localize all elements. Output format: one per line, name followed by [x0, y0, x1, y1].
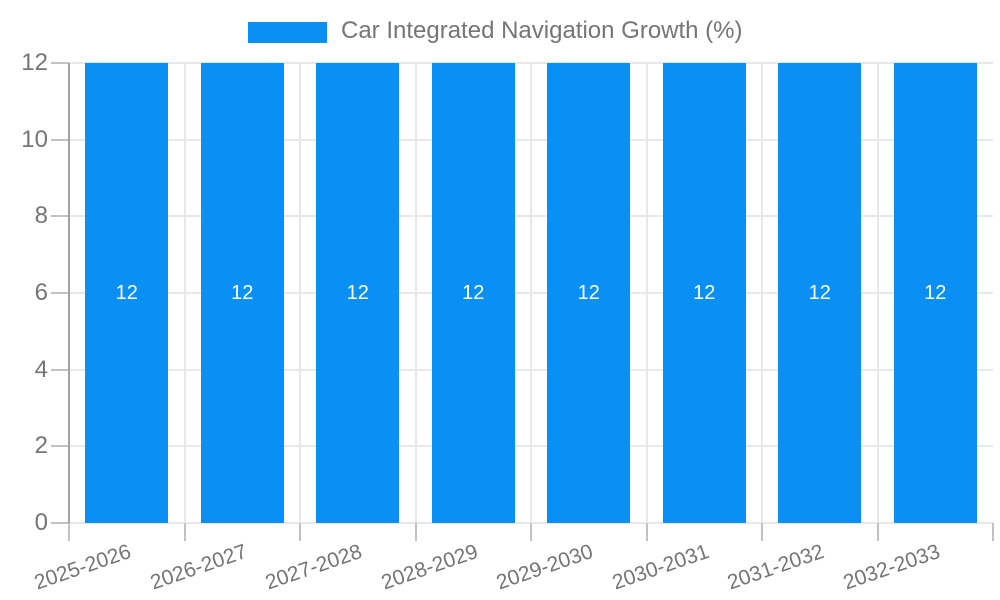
vertical-gridline: [530, 63, 532, 523]
y-axis-tick: [51, 445, 69, 448]
bar: 12: [431, 63, 515, 523]
y-axis-tick-label: 0: [34, 509, 48, 536]
y-axis-tick-label: 4: [34, 355, 48, 383]
bar: 12: [893, 63, 977, 523]
legend-label: Car Integrated Navigation Growth (%): [341, 17, 743, 44]
vertical-gridline: [183, 63, 186, 523]
y-axis-tick: [51, 522, 69, 524]
vertical-gridline: [876, 63, 879, 523]
x-axis-tick: [992, 523, 994, 541]
x-axis-tick: [645, 523, 648, 541]
x-axis-tick: [876, 523, 879, 541]
y-axis-tick-label: 8: [34, 202, 48, 230]
vertical-gridline: [645, 63, 648, 523]
y-axis-tick: [51, 292, 69, 294]
x-axis-tick: [183, 523, 186, 541]
y-axis-line: [68, 63, 70, 541]
y-axis-tick-label: 12: [21, 49, 48, 76]
x-axis-tick: [68, 523, 70, 541]
bar-value-label: 12: [924, 282, 947, 304]
bar: 12: [316, 63, 400, 523]
bar: 12: [547, 63, 631, 523]
bar-value-label: 12: [693, 282, 716, 304]
bar: 12: [85, 63, 169, 523]
vertical-gridline: [761, 63, 763, 523]
bar-value-label: 12: [577, 282, 600, 304]
y-axis-tick-label: 10: [21, 125, 48, 153]
vertical-gridline: [414, 63, 417, 523]
y-axis-tick-label: 2: [34, 432, 48, 460]
y-axis-tick: [51, 368, 69, 371]
bar-value-label: 12: [346, 282, 369, 304]
legend-swatch: [248, 22, 327, 43]
bar-value-label: 12: [231, 282, 254, 304]
bar: 12: [778, 63, 862, 523]
y-axis-tick-label: 6: [34, 279, 48, 306]
bar-value-label: 12: [808, 282, 831, 304]
bar-value-label: 12: [462, 282, 485, 304]
x-axis-tick: [414, 523, 417, 541]
bar: 12: [200, 63, 284, 523]
x-axis-tick: [761, 523, 763, 541]
y-axis-tick: [51, 215, 69, 218]
vertical-gridline: [299, 63, 301, 523]
bar: 12: [662, 63, 746, 523]
y-axis-tick: [51, 62, 69, 64]
x-axis-tick: [530, 523, 532, 541]
y-axis-tick: [51, 138, 69, 141]
bar-value-label: 12: [115, 282, 138, 304]
x-axis-tick: [299, 523, 301, 541]
